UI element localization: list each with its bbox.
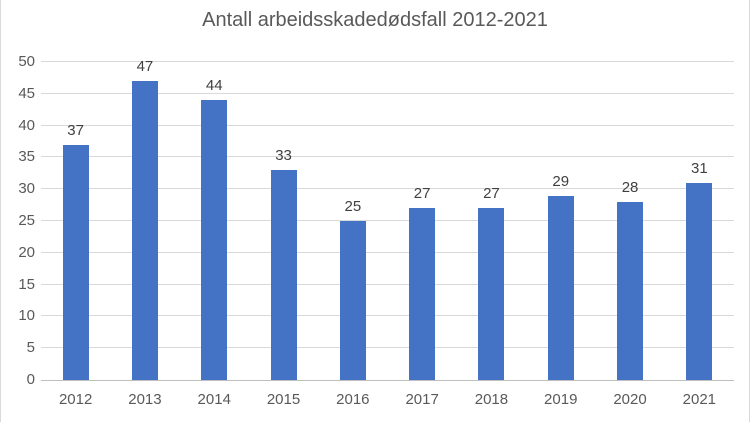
bar-2013 xyxy=(131,81,158,380)
x-tick-2019: 2019 xyxy=(544,391,578,408)
gridline-20 xyxy=(41,251,734,253)
x-tick-2018: 2018 xyxy=(474,391,509,408)
data-label-2018: 27 xyxy=(483,185,500,203)
x-tick-2017: 2017 xyxy=(405,391,439,408)
gridline-40 xyxy=(41,124,734,126)
gridline-25 xyxy=(41,220,734,221)
gridline-35 xyxy=(41,156,734,158)
x-axis-line xyxy=(41,380,734,381)
data-label-2012: 37 xyxy=(67,121,84,139)
y-tick-35: 35 xyxy=(18,148,35,166)
x-tick-2014: 2014 xyxy=(197,391,231,408)
gridline-15 xyxy=(41,283,734,285)
plot-area: 37 47 44 33 25 27 27 29 28 31 xyxy=(41,58,734,381)
bar-2014 xyxy=(201,100,228,380)
y-tick-10: 10 xyxy=(18,307,35,325)
y-tick-0: 0 xyxy=(26,371,35,388)
bar-2015 xyxy=(270,170,297,380)
data-label-2019: 29 xyxy=(552,172,570,190)
y-tick-45: 45 xyxy=(18,84,35,102)
bar-2016 xyxy=(339,221,366,380)
x-tick-2021: 2021 xyxy=(682,391,717,408)
y-tick-50: 50 xyxy=(18,53,35,70)
data-label-2017: 27 xyxy=(413,185,431,203)
x-tick-2013: 2013 xyxy=(128,391,162,408)
data-label-2014: 44 xyxy=(205,77,223,95)
y-tick-20: 20 xyxy=(18,243,35,261)
y-tick-5: 5 xyxy=(26,339,35,357)
bar-2017 xyxy=(409,208,436,380)
data-label-2020: 28 xyxy=(621,178,639,196)
gridline-50 xyxy=(41,61,734,62)
y-tick-25: 25 xyxy=(18,212,35,229)
gridline-5 xyxy=(41,347,734,349)
gridline-30 xyxy=(41,188,734,190)
data-label-2021: 31 xyxy=(691,159,708,177)
bar-2020 xyxy=(617,201,644,380)
x-tick-2020: 2020 xyxy=(613,391,647,408)
data-label-2016: 25 xyxy=(344,198,362,215)
data-label-2013: 47 xyxy=(136,58,154,76)
bar-2021 xyxy=(686,182,713,380)
bar-2012 xyxy=(62,144,89,380)
gridline-10 xyxy=(41,315,734,317)
y-tick-40: 40 xyxy=(18,116,35,134)
gridline-45 xyxy=(41,92,734,94)
data-label-2015: 33 xyxy=(275,147,292,165)
bar-2019 xyxy=(547,195,574,380)
x-tick-2016: 2016 xyxy=(336,391,370,408)
y-tick-30: 30 xyxy=(18,180,35,198)
x-tick-2012: 2012 xyxy=(58,391,93,408)
bar-2018 xyxy=(478,208,505,380)
x-tick-2015: 2015 xyxy=(266,391,301,408)
chart-title: Antall arbeidsskadedødsfall 2012-2021 xyxy=(202,9,548,31)
y-tick-15: 15 xyxy=(18,275,35,293)
